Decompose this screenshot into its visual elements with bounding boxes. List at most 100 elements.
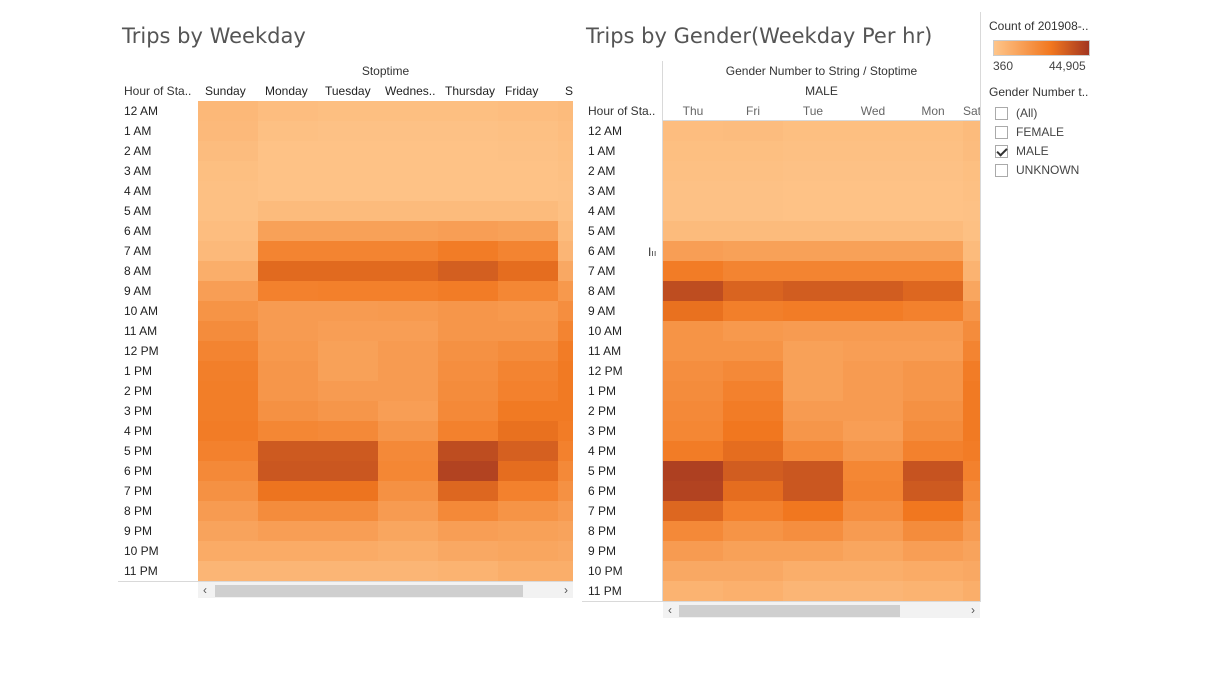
heatmap-cell[interactable]	[963, 361, 980, 381]
heatmap-cell[interactable]	[963, 561, 980, 581]
heatmap-cell[interactable]	[663, 381, 723, 401]
heatmap-cell[interactable]	[498, 501, 558, 521]
heatmap-cell[interactable]	[438, 561, 498, 581]
heatmap-cell[interactable]	[663, 421, 723, 441]
heatmap-cell[interactable]	[843, 161, 903, 181]
heatmap-cell[interactable]	[963, 401, 980, 421]
row-label[interactable]: 7 AM	[588, 264, 616, 278]
heatmap-cell[interactable]	[963, 241, 980, 261]
heatmap-cell[interactable]	[558, 481, 573, 501]
heatmap-cell[interactable]	[198, 461, 258, 481]
heatmap-cell[interactable]	[723, 121, 783, 141]
row-label[interactable]: 8 AM	[588, 284, 616, 298]
heatmap-cell[interactable]	[783, 561, 843, 581]
heatmap-cell[interactable]	[723, 401, 783, 421]
heatmap-cell[interactable]	[378, 141, 438, 161]
row-label[interactable]: 2 PM	[588, 404, 617, 418]
heatmap-cell[interactable]	[558, 321, 573, 341]
heatmap-cell[interactable]	[723, 241, 783, 261]
heatmap-cell[interactable]	[198, 141, 258, 161]
heatmap-cell[interactable]	[438, 261, 498, 281]
heatmap-cell[interactable]	[198, 521, 258, 541]
heatmap-cell[interactable]	[498, 381, 558, 401]
heatmap-cell[interactable]	[723, 381, 783, 401]
heatmap-cell[interactable]	[903, 241, 963, 261]
heatmap-cell[interactable]	[903, 181, 963, 201]
heatmap-cell[interactable]	[318, 561, 378, 581]
heatmap-cell[interactable]	[318, 241, 378, 261]
heatmap-cell[interactable]	[663, 461, 723, 481]
heatmap-cell[interactable]	[378, 561, 438, 581]
heatmap-cell[interactable]	[258, 121, 318, 141]
heatmap-cell[interactable]	[318, 421, 378, 441]
heatmap-cell[interactable]	[723, 461, 783, 481]
heatmap-cell[interactable]	[663, 481, 723, 501]
heatmap-cell[interactable]	[318, 521, 378, 541]
scroll-right-icon[interactable]: ›	[564, 583, 568, 597]
heatmap-cell[interactable]	[843, 521, 903, 541]
heatmap-cell[interactable]	[378, 301, 438, 321]
heatmap-cell[interactable]	[198, 241, 258, 261]
heatmap-cell[interactable]	[498, 341, 558, 361]
scroll-left-icon[interactable]: ‹	[203, 583, 207, 597]
heatmap-cell[interactable]	[663, 541, 723, 561]
heatmap-cell[interactable]	[258, 441, 318, 461]
heatmap-cell[interactable]	[843, 581, 903, 601]
heatmap-cell[interactable]	[843, 481, 903, 501]
heatmap-cell[interactable]	[783, 421, 843, 441]
row-label[interactable]: 11 PM	[588, 584, 622, 598]
heatmap-cell[interactable]	[318, 441, 378, 461]
heatmap-cell[interactable]	[963, 121, 980, 141]
heatmap-cell[interactable]	[198, 501, 258, 521]
heatmap-cell[interactable]	[498, 141, 558, 161]
left-horizontal-scrollbar[interactable]: ‹ ›	[198, 582, 573, 598]
heatmap-cell[interactable]	[198, 121, 258, 141]
heatmap-cell[interactable]	[198, 201, 258, 221]
heatmap-cell[interactable]	[318, 201, 378, 221]
heatmap-cell[interactable]	[318, 141, 378, 161]
heatmap-cell[interactable]	[558, 221, 573, 241]
heatmap-cell[interactable]	[963, 281, 980, 301]
heatmap-cell[interactable]	[378, 481, 438, 501]
heatmap-cell[interactable]	[903, 481, 963, 501]
row-label[interactable]: 3 PM	[588, 424, 617, 438]
heatmap-cell[interactable]	[558, 141, 573, 161]
row-label[interactable]: 1 PM	[124, 364, 153, 378]
row-label[interactable]: 12 PM	[588, 364, 623, 378]
heatmap-cell[interactable]	[903, 421, 963, 441]
heatmap-cell[interactable]	[438, 221, 498, 241]
column-header[interactable]: Tuesday	[325, 84, 371, 98]
heatmap-cell[interactable]	[723, 261, 783, 281]
column-header[interactable]: Sat	[963, 104, 980, 118]
row-label[interactable]: 1 AM	[124, 124, 152, 138]
heatmap-cell[interactable]	[903, 321, 963, 341]
heatmap-cell[interactable]	[438, 161, 498, 181]
heatmap-cell[interactable]	[318, 541, 378, 561]
heatmap-cell[interactable]	[378, 521, 438, 541]
heatmap-cell[interactable]	[438, 341, 498, 361]
heatmap-cell[interactable]	[258, 361, 318, 381]
heatmap-cell[interactable]	[783, 521, 843, 541]
heatmap-cell[interactable]	[558, 301, 573, 321]
heatmap-cell[interactable]	[663, 121, 723, 141]
row-label[interactable]: 1 AM	[588, 144, 616, 158]
row-label[interactable]: 12 AM	[124, 104, 159, 118]
heatmap-cell[interactable]	[723, 481, 783, 501]
heatmap-cell[interactable]	[498, 481, 558, 501]
heatmap-cell[interactable]	[963, 381, 980, 401]
row-label[interactable]: 9 PM	[124, 524, 153, 538]
heatmap-cell[interactable]	[438, 361, 498, 381]
heatmap-cell[interactable]	[783, 201, 843, 221]
heatmap-cell[interactable]	[378, 361, 438, 381]
heatmap-cell[interactable]	[438, 441, 498, 461]
heatmap-cell[interactable]	[903, 261, 963, 281]
checkbox-icon[interactable]	[995, 163, 1008, 177]
scroll-thumb[interactable]	[215, 585, 523, 597]
heatmap-cell[interactable]	[663, 141, 723, 161]
heatmap-cell[interactable]	[843, 501, 903, 521]
heatmap-cell[interactable]	[438, 381, 498, 401]
row-label[interactable]: 9 AM	[588, 304, 616, 318]
scroll-thumb[interactable]	[679, 605, 900, 617]
heatmap-cell[interactable]	[903, 381, 963, 401]
row-label[interactable]: 3 AM	[124, 164, 152, 178]
